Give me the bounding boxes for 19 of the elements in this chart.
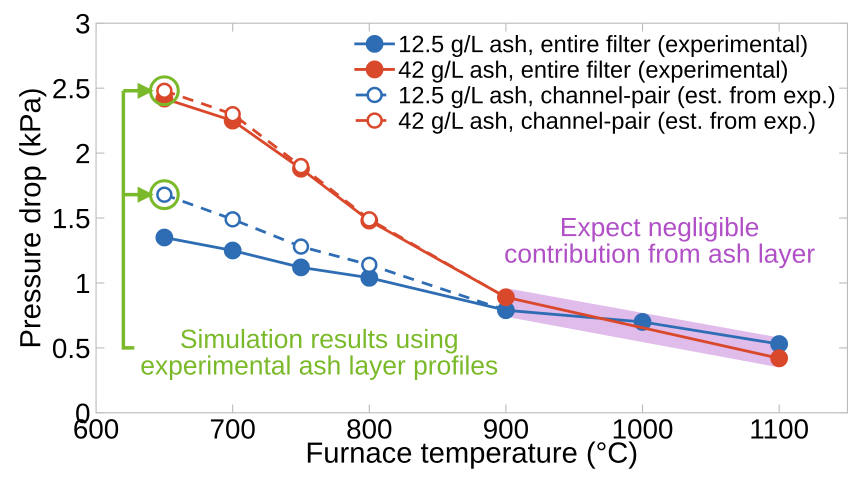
x-tick-label: 1000 — [614, 419, 672, 439]
y-tick-label: 2 — [76, 144, 90, 164]
legend-label: 12.5 g/L ash, channel-pair (est. from exp.) — [400, 86, 834, 108]
legend-label: 42 g/L ash, channel-pair (est. from exp.) — [398, 112, 815, 134]
x-tick-label: 700 — [210, 419, 255, 439]
x-tick-label: 1100 — [751, 419, 808, 439]
y-tick-label: 0.5 — [52, 338, 90, 358]
y-tick-label: 1 — [77, 274, 90, 294]
x-tick-label: 900 — [484, 419, 528, 439]
y-tick-label: 3 — [76, 14, 90, 34]
y-tick-label: 1.5 — [54, 208, 90, 228]
legend-label: 12.5 g/L ash, entire filter (experimental) — [400, 35, 807, 58]
legend-label: 42 g/L ash, entire filter (experimental) — [398, 60, 787, 83]
y-tick-label: 2.5 — [53, 78, 90, 99]
annotation: Expect negligible contribution from ash layer — [505, 217, 815, 268]
y-axis-title: Pressure drop (kPa) — [19, 89, 46, 346]
x-tick-label: 800 — [347, 419, 392, 439]
x-axis-title: Furnace temperature (°C) — [308, 442, 636, 469]
annotation: Simulation results using experimental ash layer profiles — [141, 328, 498, 380]
